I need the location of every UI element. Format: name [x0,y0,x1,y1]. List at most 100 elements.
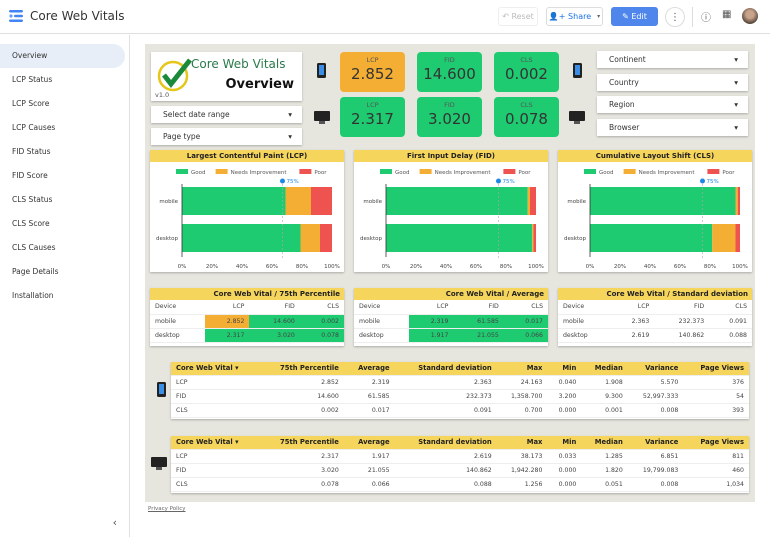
bar-segment-good [386,187,528,215]
category-label: desktop [360,236,382,242]
apps-grid-icon[interactable]: ▦ [722,9,732,20]
bar-segment-needs-improvement [532,224,534,252]
table-cell: 0.091 [473,406,492,414]
column-header[interactable]: Median [581,362,628,375]
column-header[interactable]: 75th Percentile [259,362,344,375]
table-cell: 0.008 [660,406,679,414]
filter-continent[interactable]: Continent ▾ [597,51,748,68]
column-header[interactable]: Average [343,362,395,375]
chart-lcp: Largest Contentful Paint (LCP) Good Needs … [150,150,344,272]
table-row: mobile 2.363 232.373 0.091 [558,314,752,328]
more-options-button[interactable]: ⋮ [665,7,685,27]
table-cell: CLS [176,406,188,414]
table-cell: FID [176,466,187,474]
column-header[interactable]: Min [547,436,582,449]
dropdown-icon: ▾ [734,122,738,132]
column-header: Device [563,303,585,311]
sidebar-item-lcp-score[interactable]: LCP Score [12,99,50,108]
category-label: mobile [567,199,586,205]
table-cell: mobile [155,317,176,325]
table-cell: 2.619 [631,331,650,339]
column-header[interactable]: Median [581,436,628,449]
share-button[interactable]: 👤+ Share ▾ [546,7,603,26]
reference-marker [280,178,285,184]
share-dropdown-icon[interactable]: ▾ [597,13,601,20]
column-header: Device [155,303,177,311]
collapse-sidebar-icon[interactable]: ‹ [112,516,117,529]
filter-country[interactable]: Country ▾ [597,73,748,91]
table-row: desktop 2.317 3.020 0.078 [150,328,344,342]
table-standard-deviation: Core Web Vital / Standard deviation Devic… [558,288,752,346]
sidebar-item-lcp-causes[interactable]: LCP Causes [12,123,56,132]
x-tick-label: 100% [324,264,340,270]
table-cell: 2.852 [205,314,250,328]
column-header[interactable]: Standard deviation [394,362,497,375]
legend-label: Needs Improvement [639,170,696,176]
avatar[interactable] [742,8,758,24]
table-title: Core Web Vital / Average [354,288,548,300]
table-cell: 19,799.083 [642,466,679,474]
reset-button[interactable]: ↶ Reset [498,7,538,26]
table-average: Core Web Vital / Average Device LCP FID CLS m… [354,288,548,346]
table-mobile-statistics: Core Web Vital ▾ 75th Percentile Average St… [171,362,749,419]
x-tick-label: 20% [206,264,218,270]
table-cell: 1.917 [409,328,454,342]
filter-select-date-range[interactable]: Select date range ▾ [151,106,302,123]
x-tick-label: 0% [382,264,391,270]
legend-swatch [584,169,596,174]
bar-segment-poor [737,187,740,215]
category-label: mobile [363,199,382,205]
legend-swatch [503,169,516,174]
table-cell: 0.088 [729,331,747,339]
sidebar-item-page-details[interactable]: Page Details [12,267,59,276]
edit-button[interactable]: ✎ Edit [611,7,658,26]
legend-label: Needs Improvement [435,170,492,176]
help-icon[interactable]: ⓘ [701,13,711,24]
column-header[interactable]: Standard deviation [394,436,497,449]
legend-swatch [419,169,432,174]
table-cell: 1,942.280 [510,466,543,474]
filter-region[interactable]: Region ▾ [597,96,748,113]
column-header[interactable]: Page Views [683,362,749,375]
table-cell: CLS [176,480,188,488]
sidebar-item-cls-status[interactable]: CLS Status [12,195,53,204]
filter-browser[interactable]: Browser ▾ [597,118,748,136]
table-cell: 376 [732,378,744,386]
sidebar-item-fid-status[interactable]: FID Status [12,147,51,156]
table-cell: 1.256 [524,480,543,488]
column-header[interactable]: Core Web Vital ▾ [171,362,260,375]
sidebar-item-cls-causes[interactable]: CLS Causes [12,243,56,252]
table-row: mobile 2.852 14.600 0.002 [150,314,344,328]
sidebar-item-installation[interactable]: Installation [12,291,54,300]
column-header[interactable]: Average [343,436,395,449]
table-cell: 14.600 [317,392,339,400]
table-cell: 2.319 [371,378,390,386]
sidebar-item-overview[interactable]: Overview [0,44,125,68]
column-header[interactable]: Variance [627,362,684,375]
sidebar-item-cls-score[interactable]: CLS Score [12,219,50,228]
legend-swatch [707,169,720,174]
column-header[interactable]: Page Views [683,436,749,449]
table-cell: 21.055 [453,328,504,342]
column-header[interactable]: Core Web Vital ▾ [171,436,260,449]
sidebar-item-fid-score[interactable]: FID Score [12,171,48,180]
filter-page-type[interactable]: Page type ▾ [151,128,302,145]
column-header[interactable]: Max [496,362,548,375]
table-cell: 0.066 [371,480,390,488]
sidebar-item-lcp-status[interactable]: LCP Status [12,75,53,84]
privacy-policy-link[interactable]: Privacy Policy [148,506,186,512]
table-cell: 0.091 [729,317,747,325]
bar-segment-good [386,224,533,252]
table-cell: 2.363 [473,378,492,386]
looker-studio-logo-icon [9,10,23,22]
column-header[interactable]: Variance [627,436,684,449]
column-header[interactable]: 75th Percentile [259,436,344,449]
table-cell: 1,358.700 [510,392,543,400]
column-header[interactable]: Min [547,362,582,375]
table-cell: 52,997.333 [642,392,679,400]
column-header[interactable]: Max [496,436,548,449]
table-cell: 2.852 [321,378,339,386]
pencil-icon: ✎ [622,12,632,21]
table-cell: 2.319 [409,314,454,328]
reference-marker [496,178,501,184]
